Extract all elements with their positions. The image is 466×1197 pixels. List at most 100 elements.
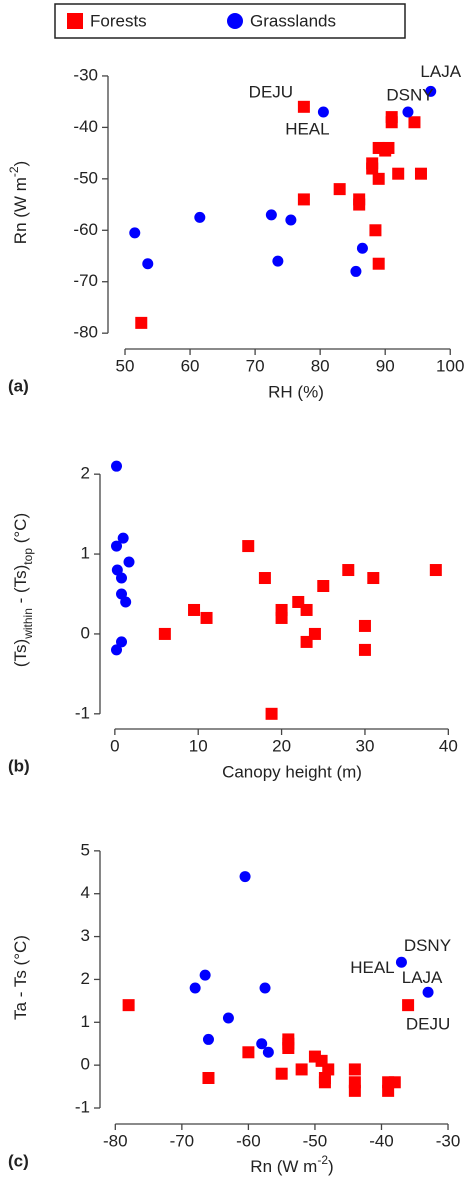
grassland-point xyxy=(356,242,368,254)
y-axis-label: (Ts)within - (Ts)top (°C) xyxy=(11,513,35,667)
forest-point xyxy=(295,1063,308,1076)
y-tick-label: -80 xyxy=(73,323,98,342)
x-tick-label: 100 xyxy=(436,356,464,375)
y-tick-label: 5 xyxy=(81,840,90,859)
panel-label: (c) xyxy=(8,1151,29,1170)
forest-point xyxy=(300,603,313,616)
forest-point xyxy=(358,643,371,656)
x-tick-label: 90 xyxy=(376,356,395,375)
panel-label: (a) xyxy=(8,376,29,395)
forest-point xyxy=(158,627,171,640)
forest-point xyxy=(275,1067,288,1080)
forest-point xyxy=(188,603,201,616)
y-tick-label: 1 xyxy=(81,544,90,563)
y-tick-label: 4 xyxy=(81,883,90,902)
y-axis-label-part: (°C) xyxy=(11,513,30,548)
grassland-point xyxy=(116,636,128,648)
grassland-point xyxy=(202,1033,214,1045)
x-axis-label: Canopy height (m) xyxy=(222,762,362,781)
grassland-point xyxy=(111,460,123,472)
y-axis-label: Ta - Ts (°C) xyxy=(11,935,30,1020)
grassland-point xyxy=(116,588,128,600)
legend-label: Grasslands xyxy=(250,11,336,30)
x-tick-label: -80 xyxy=(103,1131,128,1150)
forest-point xyxy=(408,116,421,129)
forest-point xyxy=(366,162,379,175)
grassland-point xyxy=(194,211,206,223)
forest-point xyxy=(358,619,371,632)
y-axis-label-part: within xyxy=(21,608,35,640)
y-axis-label-part: - (Ts) xyxy=(11,565,30,608)
forest-point xyxy=(322,1063,335,1076)
x-axis-label-part: ) xyxy=(328,1157,334,1176)
forest-point xyxy=(414,167,427,180)
y-tick-label: 0 xyxy=(81,623,90,642)
y-axis-label-part: Rn (W m xyxy=(11,177,30,244)
y-axis-label-part: -2 xyxy=(7,166,21,177)
forest-point xyxy=(369,224,382,237)
forest-point xyxy=(265,707,278,720)
forest-point xyxy=(385,116,398,129)
y-tick-label: 2 xyxy=(81,464,90,483)
panel-label: (b) xyxy=(8,756,30,775)
y-tick-label: 0 xyxy=(81,1055,90,1074)
point-annotation: LAJA xyxy=(420,62,461,81)
forest-point xyxy=(392,167,405,180)
forest-point xyxy=(402,999,415,1012)
grassland-point xyxy=(199,969,211,981)
y-tick-label: -1 xyxy=(75,1097,90,1116)
forest-point xyxy=(318,1076,331,1089)
x-tick-label: 80 xyxy=(311,356,330,375)
grassland-point xyxy=(116,572,128,584)
x-tick-label: -40 xyxy=(369,1131,394,1150)
y-axis-label-part: top xyxy=(21,548,35,565)
point-annotation: HEAL xyxy=(350,958,394,977)
forest-point xyxy=(297,100,310,113)
forest-point xyxy=(388,1076,401,1089)
forest-point xyxy=(342,564,355,577)
point-annotation: DSNY xyxy=(386,85,433,104)
grassland-point xyxy=(259,982,271,994)
grassland-point xyxy=(395,956,407,968)
forest-point xyxy=(382,141,395,154)
y-tick-label: 1 xyxy=(81,1012,90,1031)
forest-point xyxy=(333,183,346,196)
y-tick-label: 3 xyxy=(81,926,90,945)
forest-point xyxy=(135,316,148,329)
x-axis-label-part: -2 xyxy=(317,1153,328,1167)
grassland-point xyxy=(117,532,129,544)
x-tick-label: -60 xyxy=(236,1131,261,1150)
grassland-point xyxy=(222,1012,234,1024)
y-axis-label-part: (Ts) xyxy=(11,639,30,667)
forest-point xyxy=(200,611,213,624)
grassland-point xyxy=(285,214,297,226)
grassland-point xyxy=(142,258,154,270)
forest-point xyxy=(317,580,330,593)
x-tick-label: -70 xyxy=(170,1131,195,1150)
y-tick-label: 2 xyxy=(81,969,90,988)
x-axis-label: Rn (W m-2) xyxy=(250,1153,333,1176)
grassland-point xyxy=(129,227,141,239)
y-axis-label-part: ) xyxy=(11,161,30,167)
legend-label: Forests xyxy=(90,11,147,30)
grassland-point xyxy=(189,982,201,994)
forest-point xyxy=(242,1046,255,1059)
forest-point xyxy=(372,257,385,270)
grassland-point xyxy=(425,85,437,97)
forest-point xyxy=(308,627,321,640)
point-annotation: DSNY xyxy=(404,936,451,955)
x-tick-label: -50 xyxy=(303,1131,328,1150)
legend-marker xyxy=(67,13,83,29)
grassland-point xyxy=(256,1038,268,1050)
legend-marker xyxy=(227,13,243,29)
forest-point xyxy=(367,572,380,585)
x-tick-label: 10 xyxy=(189,736,208,755)
grassland-point xyxy=(262,1046,274,1058)
forest-point xyxy=(202,1072,215,1084)
x-tick-label: 50 xyxy=(116,356,135,375)
grassland-point xyxy=(123,556,135,568)
grassland-point xyxy=(317,106,329,118)
forest-point xyxy=(297,193,310,206)
x-axis-label-part: Rn (W m xyxy=(250,1157,317,1176)
x-tick-label: -30 xyxy=(436,1131,461,1150)
